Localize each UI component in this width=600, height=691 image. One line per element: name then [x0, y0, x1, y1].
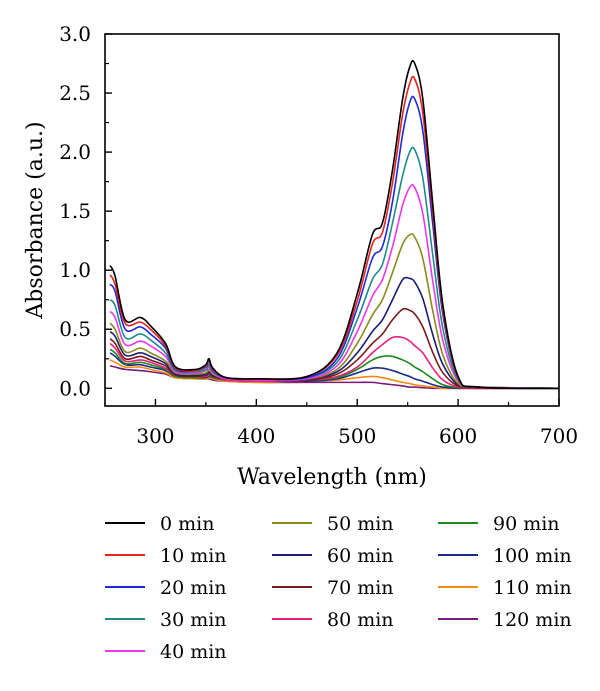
series-line-10-min — [109, 75, 559, 390]
legend-label: 0 min — [160, 513, 214, 535]
legend-label: 20 min — [160, 577, 227, 599]
legend-label: 120 min — [493, 609, 572, 631]
x-tick-label: 700 — [540, 424, 578, 448]
y-axis-title: Absorbance (a.u.) — [23, 121, 48, 319]
legend-label: 70 min — [327, 577, 394, 599]
x-tick-label: 500 — [338, 424, 376, 448]
x-tick-label: 600 — [439, 424, 477, 448]
series-line-60-min — [109, 276, 559, 390]
legend-entry: 90 min — [438, 513, 560, 535]
legend-label: 10 min — [160, 545, 227, 567]
legend-label: 40 min — [160, 641, 227, 663]
legend-entry: 10 min — [105, 545, 227, 567]
x-tick-label: 400 — [237, 424, 275, 448]
series-layer — [109, 59, 559, 390]
legend-label: 80 min — [327, 609, 394, 631]
series-line-120-min — [109, 365, 559, 390]
tick-layer: 300 400 500 600 700 0.0 0.5 1.0 1.5 2.0 2.5 3.0 — [59, 22, 578, 448]
legend-entry: 70 min — [272, 577, 394, 599]
legend-label: 60 min — [327, 545, 394, 567]
series-line-70-min — [109, 307, 559, 390]
legend-entry: 100 min — [438, 545, 572, 567]
y-tick-label: 0.0 — [59, 376, 91, 400]
legend-entry: 0 min — [105, 513, 214, 535]
legend: 0 min 10 min 20 min 30 min 40 min 50 min 60 mi… — [105, 513, 572, 663]
legend-label: 110 min — [493, 577, 572, 599]
y-tick-label: 2.0 — [59, 140, 91, 164]
legend-entry: 60 min — [272, 545, 394, 567]
y-tick-label: 0.5 — [59, 317, 91, 341]
series-line-40-min — [109, 183, 559, 390]
y-tick-label: 2.5 — [59, 81, 91, 105]
legend-entry: 20 min — [105, 577, 227, 599]
legend-entry: 50 min — [272, 513, 394, 535]
series-line-0-min — [109, 59, 559, 390]
legend-label: 50 min — [327, 513, 394, 535]
legend-entry: 110 min — [438, 577, 572, 599]
y-tick-label: 1.0 — [59, 258, 91, 282]
series-line-50-min — [109, 233, 559, 390]
series-line-30-min — [109, 146, 559, 390]
legend-label: 30 min — [160, 609, 227, 631]
series-line-80-min — [109, 336, 559, 390]
legend-entry: 30 min — [105, 609, 227, 631]
series-line-20-min — [109, 95, 559, 390]
legend-entry: 40 min — [105, 641, 227, 663]
legend-label: 90 min — [493, 513, 560, 535]
plot-frame — [104, 33, 560, 407]
legend-entry: 80 min — [272, 609, 394, 631]
legend-label: 100 min — [493, 545, 572, 567]
y-tick-label: 1.5 — [59, 199, 91, 223]
y-tick-label: 3.0 — [59, 22, 91, 46]
x-tick-label: 300 — [136, 424, 174, 448]
series-line-100-min — [109, 352, 559, 390]
legend-entry: 120 min — [438, 609, 572, 631]
x-axis-title: Wavelength (nm) — [237, 465, 427, 490]
